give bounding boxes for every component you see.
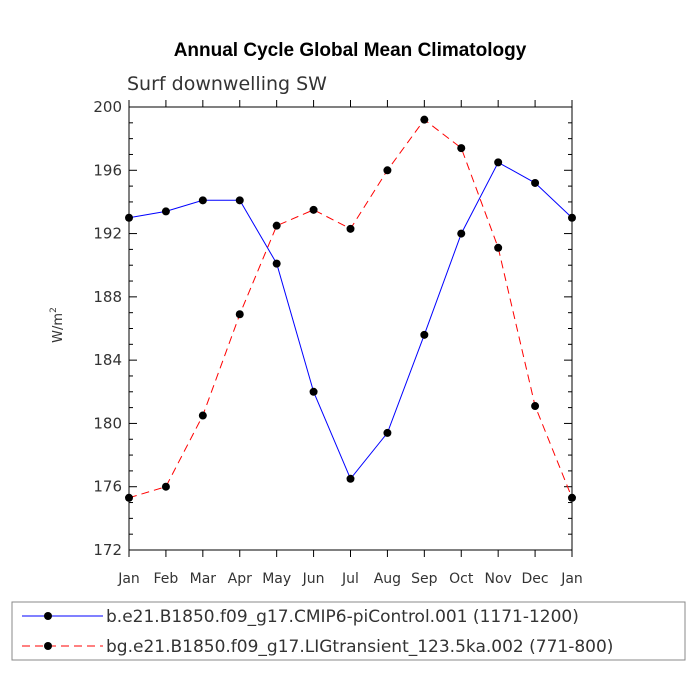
series-line-1: [128, 161, 573, 480]
data-point: [161, 207, 170, 216]
legend-label-series-1: b.e21.B1850.f09_g17.CMIP6-piControl.001 …: [106, 607, 579, 627]
axes: 172 176 180 184 188 192 196 200 Jan Feb Mar Apr May J…: [93, 98, 582, 587]
y-axis-label-text: W/m: [51, 313, 66, 343]
x-tick-label: Mar: [190, 571, 217, 587]
data-point: [531, 402, 540, 411]
data-point: [568, 213, 576, 222]
y-axis-label-superscript: 2: [49, 307, 59, 313]
chart-title: Annual Cycle Global Mean Climatology: [174, 40, 527, 61]
data-point: [420, 115, 429, 124]
series-1: [125, 158, 576, 483]
x-tick-label: Feb: [154, 571, 179, 587]
y-tick-label: 200: [93, 98, 122, 116]
data-point: [309, 205, 318, 214]
plot-frame: [128, 106, 573, 551]
x-tick-label: Nov: [485, 571, 512, 587]
x-tick-label: May: [262, 571, 291, 587]
y-tick-label: 196: [93, 161, 122, 179]
data-point: [457, 229, 466, 238]
svg-text:W/m2: W/m2: [49, 307, 66, 343]
x-tick-label: Jan: [560, 571, 583, 587]
x-tick-label: Oct: [449, 571, 474, 587]
data-point: [531, 178, 540, 187]
data-point: [383, 428, 392, 437]
y-tick-label: 172: [93, 541, 122, 559]
x-tick-label: Jun: [302, 571, 325, 587]
data-point: [568, 493, 576, 502]
data-point: [161, 482, 170, 491]
data-point: [457, 144, 466, 153]
series-line-2: [128, 118, 573, 499]
legend-label-series-2: bg.e21.B1850.f09_g17.LIGtransient_123.5k…: [106, 637, 613, 657]
y-tick-label: 184: [93, 351, 122, 369]
y-tick-label: 176: [93, 478, 122, 496]
data-point: [346, 224, 355, 233]
data-point: [198, 411, 207, 420]
x-tick-label: Aug: [374, 571, 401, 587]
data-point: [346, 474, 355, 483]
data-point: [198, 196, 207, 205]
data-point: [494, 158, 503, 167]
y-tick-label: 180: [93, 414, 122, 432]
x-tick-label: Apr: [228, 571, 252, 587]
data-point: [235, 310, 244, 319]
y-tick-label: 192: [93, 225, 122, 243]
series-layer: [125, 115, 576, 502]
data-point: [272, 221, 281, 230]
data-point: [272, 259, 281, 268]
data-point: [383, 166, 392, 175]
data-point: [309, 387, 318, 396]
chart-subtitle: Surf downwelling SW: [127, 73, 327, 95]
data-point: [420, 330, 429, 339]
legend-box: [11, 601, 686, 661]
x-tick-label: Jul: [341, 571, 359, 587]
data-point: [235, 196, 244, 205]
y-axis-label: W/m2: [49, 307, 66, 343]
x-tick-label: Dec: [522, 571, 549, 587]
legend-marker-series-1: [44, 612, 52, 620]
legend-marker-series-2: [44, 642, 52, 650]
series-2: [125, 115, 576, 502]
data-point: [494, 243, 503, 252]
y-tick-label: 188: [93, 288, 122, 306]
data-point: [125, 213, 133, 222]
x-tick-label: Jan: [117, 571, 140, 587]
legend: b.e21.B1850.f09_g17.CMIP6-piControl.001 …: [11, 601, 686, 661]
data-point: [125, 493, 133, 502]
x-tick-label: Sep: [411, 571, 438, 587]
